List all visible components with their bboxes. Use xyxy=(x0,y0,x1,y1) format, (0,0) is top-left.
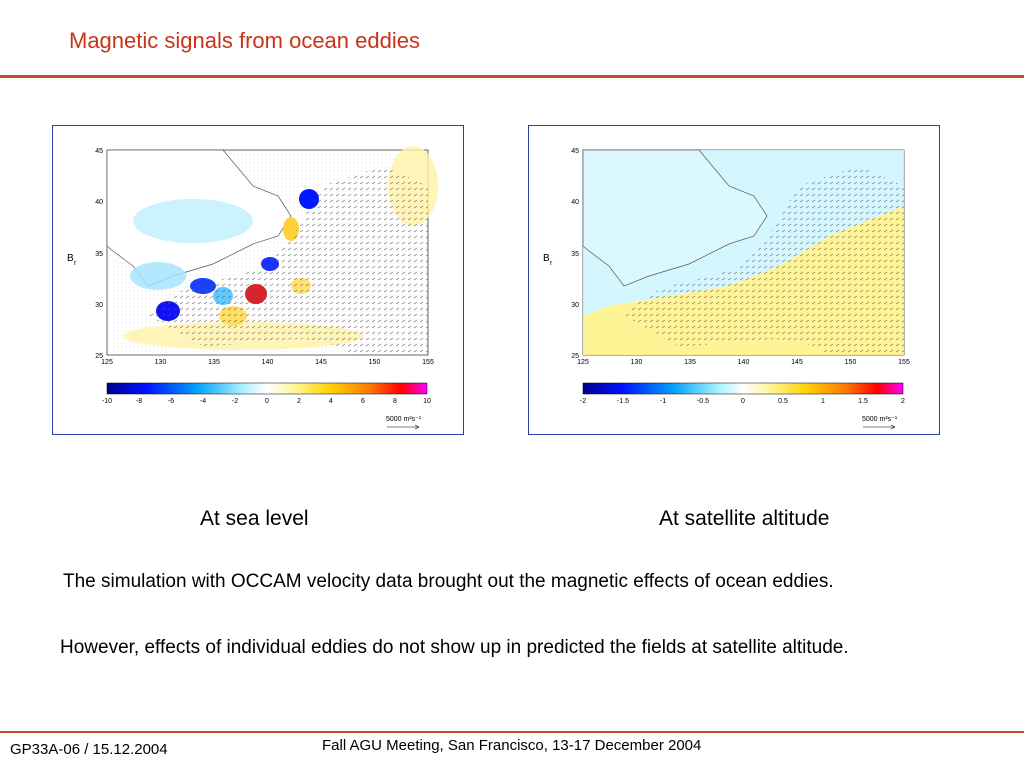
x-axis-ticks: 125 130 135 140 145 150 155 xyxy=(577,359,910,366)
y-axis-label-sub: r xyxy=(74,260,77,267)
y-axis-label: B xyxy=(67,253,74,264)
x-tick: 125 xyxy=(577,359,589,366)
x-tick: 140 xyxy=(262,359,274,366)
footer-meeting: Fall AGU Meeting, San Francisco, 13-17 D… xyxy=(322,737,702,754)
y-axis-label-sub: r xyxy=(550,260,553,267)
colorbar-tick: -2 xyxy=(580,398,586,405)
vector-scale-label: 5000 m²s⁻¹ xyxy=(386,416,422,423)
map-panel-satellite-altitude: 125 130 135 140 145 150 155 45 40 35 30 … xyxy=(528,125,940,435)
y-tick: 40 xyxy=(571,199,579,206)
map-area: 125 130 135 140 145 150 155 45 40 35 30 … xyxy=(543,148,910,366)
x-tick: 155 xyxy=(898,359,910,366)
colorbar: -10 -8 -6 -4 -2 0 2 4 6 8 10 xyxy=(102,382,431,405)
y-tick: 30 xyxy=(571,302,579,309)
colorbar-tick: -8 xyxy=(136,398,142,405)
x-tick: 145 xyxy=(315,359,327,366)
vector-scale: 5000 m²s⁻¹ xyxy=(862,416,898,430)
colorbar-tick: 1.5 xyxy=(858,398,868,405)
map-area: 125 130 135 140 145 150 155 45 40 35 30 … xyxy=(67,146,438,366)
x-tick: 145 xyxy=(791,359,803,366)
vector-scale: 5000 m²s⁻¹ xyxy=(386,416,422,430)
footer-divider xyxy=(0,731,1024,733)
footer-session-id: GP33A-06 / 15.12.2004 xyxy=(10,741,168,758)
x-tick: 130 xyxy=(631,359,643,366)
colorbar: -2 -1.5 -1 -0.5 0 0.5 1 1.5 2 xyxy=(580,382,905,405)
colorbar-tick: 0.5 xyxy=(778,398,788,405)
colorbar-tick: 10 xyxy=(423,398,431,405)
colorbar-tick: 6 xyxy=(361,398,365,405)
colorbar-tick: -1 xyxy=(660,398,666,405)
caption-sea-level: At sea level xyxy=(200,507,309,530)
colorbar-tick: 0 xyxy=(741,398,745,405)
vector-scale-label: 5000 m²s⁻¹ xyxy=(862,416,898,423)
y-tick: 45 xyxy=(571,148,579,155)
y-tick: 35 xyxy=(571,251,579,258)
x-tick: 130 xyxy=(155,359,167,366)
slide-title: Magnetic signals from ocean eddies xyxy=(69,28,420,53)
y-axis-ticks: 45 40 35 30 25 xyxy=(571,148,579,360)
colorbar-tick: -10 xyxy=(102,398,112,405)
colorbar-tick: 4 xyxy=(329,398,333,405)
y-axis-ticks: 45 40 35 30 25 xyxy=(95,148,103,360)
x-tick: 135 xyxy=(684,359,696,366)
colorbar-tick: 2 xyxy=(297,398,301,405)
colorbar-tick: 1 xyxy=(821,398,825,405)
title-divider xyxy=(0,75,1024,78)
paragraph-simulation: The simulation with OCCAM velocity data … xyxy=(63,571,834,592)
x-tick: 125 xyxy=(101,359,113,366)
y-tick: 45 xyxy=(95,148,103,155)
colorbar-tick: -1.5 xyxy=(617,398,629,405)
y-tick: 25 xyxy=(95,353,103,360)
x-tick: 150 xyxy=(369,359,381,366)
y-tick: 30 xyxy=(95,302,103,309)
x-tick: 140 xyxy=(738,359,750,366)
y-tick: 40 xyxy=(95,199,103,206)
x-tick: 150 xyxy=(845,359,857,366)
colorbar-tick: 0 xyxy=(265,398,269,405)
x-tick: 155 xyxy=(422,359,434,366)
map-panel-sea-level: 125 130 135 140 145 150 155 45 40 35 30 … xyxy=(52,125,464,435)
colorbar-tick: 2 xyxy=(901,398,905,405)
colorbar-tick: -6 xyxy=(168,398,174,405)
caption-satellite-altitude: At satellite altitude xyxy=(659,507,830,530)
paragraph-however: However, effects of individual eddies do… xyxy=(60,637,849,658)
x-tick: 135 xyxy=(208,359,220,366)
x-axis-ticks: 125 130 135 140 145 150 155 xyxy=(101,359,434,366)
colorbar-tick: -2 xyxy=(232,398,238,405)
y-tick: 35 xyxy=(95,251,103,258)
colorbar-tick: 8 xyxy=(393,398,397,405)
y-axis-label: B xyxy=(543,253,550,264)
colorbar-tick: -0.5 xyxy=(697,398,709,405)
y-tick: 25 xyxy=(571,353,579,360)
colorbar-tick: -4 xyxy=(200,398,206,405)
